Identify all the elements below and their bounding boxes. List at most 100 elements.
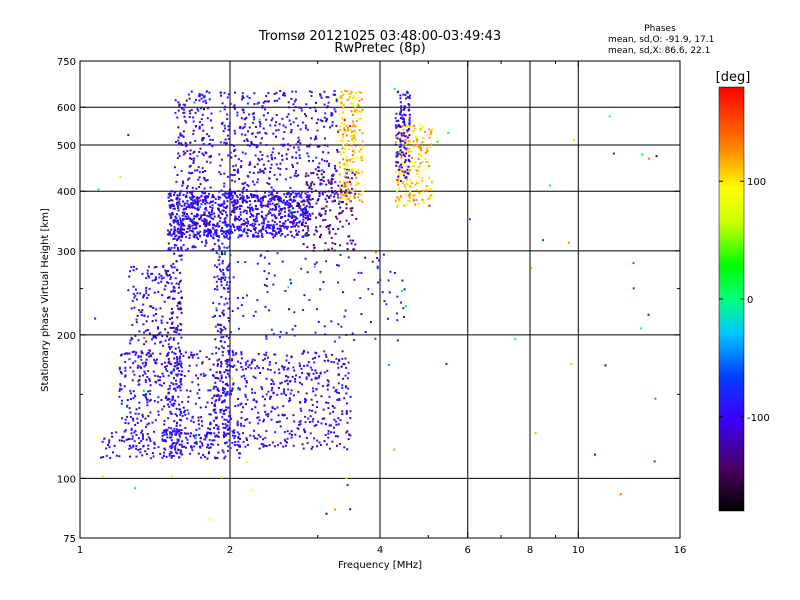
data-point: [247, 366, 250, 369]
data-point: [239, 235, 242, 238]
data-point: [400, 106, 403, 109]
data-point: [307, 174, 310, 177]
data-point: [287, 367, 290, 370]
data-point: [190, 90, 193, 93]
data-point: [163, 423, 166, 426]
data-point: [339, 128, 342, 131]
data-point: [175, 217, 178, 220]
data-point: [254, 391, 257, 394]
data-point: [177, 209, 180, 212]
data-point: [203, 220, 206, 223]
data-point: [201, 362, 204, 365]
data-point: [226, 200, 229, 203]
data-point: [176, 357, 179, 360]
data-point: [141, 454, 144, 457]
data-point: [338, 113, 341, 116]
data-point: [203, 211, 206, 214]
data-point: [244, 395, 247, 398]
data-point: [176, 222, 179, 225]
data-point: [260, 170, 263, 173]
data-point: [189, 164, 192, 167]
data-point: [235, 194, 238, 197]
data-point: [131, 437, 134, 440]
data-point: [357, 169, 360, 172]
data-point: [221, 276, 224, 279]
data-point: [258, 419, 261, 422]
data-point: [292, 220, 295, 223]
data-point: [152, 455, 155, 458]
data-point: [189, 141, 192, 144]
data-point: [172, 377, 175, 380]
data-point: [335, 169, 338, 172]
data-point: [232, 208, 235, 211]
data-point: [213, 276, 216, 279]
data-point: [632, 262, 635, 265]
data-point: [244, 199, 247, 202]
data-point: [221, 422, 224, 425]
data-point: [239, 213, 242, 216]
data-point: [223, 388, 226, 391]
data-point: [150, 305, 153, 308]
data-point: [252, 435, 255, 438]
data-point: [241, 151, 244, 154]
data-point: [244, 418, 247, 421]
data-point: [121, 436, 124, 439]
data-point: [219, 330, 222, 333]
data-point: [339, 197, 342, 200]
data-point: [325, 117, 328, 120]
data-point: [203, 455, 206, 458]
data-point: [288, 192, 291, 195]
data-point: [400, 166, 403, 169]
data-point: [322, 385, 325, 388]
data-point: [264, 410, 267, 413]
data-point: [168, 405, 171, 408]
data-point: [283, 438, 286, 441]
data-point: [177, 456, 180, 459]
data-point: [308, 194, 311, 197]
data-point: [209, 232, 212, 235]
data-point: [226, 281, 229, 284]
data-point: [180, 247, 183, 250]
data-point: [399, 195, 402, 198]
data-point: [315, 372, 318, 375]
data-point: [350, 191, 353, 194]
data-point: [194, 200, 197, 203]
data-point: [321, 191, 324, 194]
data-point: [103, 437, 106, 440]
data-point: [289, 282, 292, 285]
data-point: [217, 389, 220, 392]
data-point: [205, 221, 208, 224]
data-point: [307, 218, 310, 221]
data-point: [251, 143, 254, 146]
data-point: [297, 230, 300, 233]
data-point: [348, 159, 351, 162]
data-point: [161, 335, 164, 338]
data-point: [403, 113, 406, 116]
data-point: [149, 411, 152, 414]
data-point: [243, 139, 246, 142]
data-point: [215, 385, 218, 388]
data-point: [274, 353, 277, 356]
data-point: [244, 117, 247, 120]
data-point: [146, 433, 149, 436]
data-point: [272, 147, 275, 150]
data-point: [176, 452, 179, 455]
data-point: [342, 363, 345, 366]
data-point: [233, 107, 236, 110]
data-point: [251, 360, 254, 363]
data-point: [333, 108, 336, 111]
data-point: [203, 222, 206, 225]
data-point: [200, 240, 203, 243]
data-point: [295, 195, 298, 198]
data-point: [236, 307, 239, 310]
data-point: [143, 331, 146, 334]
data-point: [336, 150, 339, 153]
data-point: [134, 429, 137, 432]
data-point: [131, 417, 134, 420]
data-point: [175, 244, 178, 247]
data-point: [214, 198, 217, 201]
data-point: [216, 387, 219, 390]
data-point: [406, 130, 409, 133]
data-point: [234, 91, 237, 94]
